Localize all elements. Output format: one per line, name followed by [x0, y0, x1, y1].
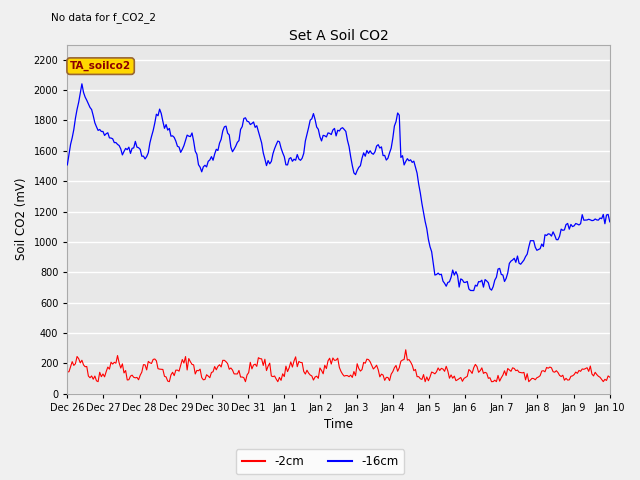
Y-axis label: Soil CO2 (mV): Soil CO2 (mV): [15, 178, 28, 261]
Text: No data for f_CO2_2: No data for f_CO2_2: [51, 12, 156, 23]
Title: Set A Soil CO2: Set A Soil CO2: [289, 29, 388, 43]
X-axis label: Time: Time: [324, 419, 353, 432]
Text: TA_soilco2: TA_soilco2: [70, 61, 131, 71]
Legend: -2cm, -16cm: -2cm, -16cm: [236, 449, 404, 474]
